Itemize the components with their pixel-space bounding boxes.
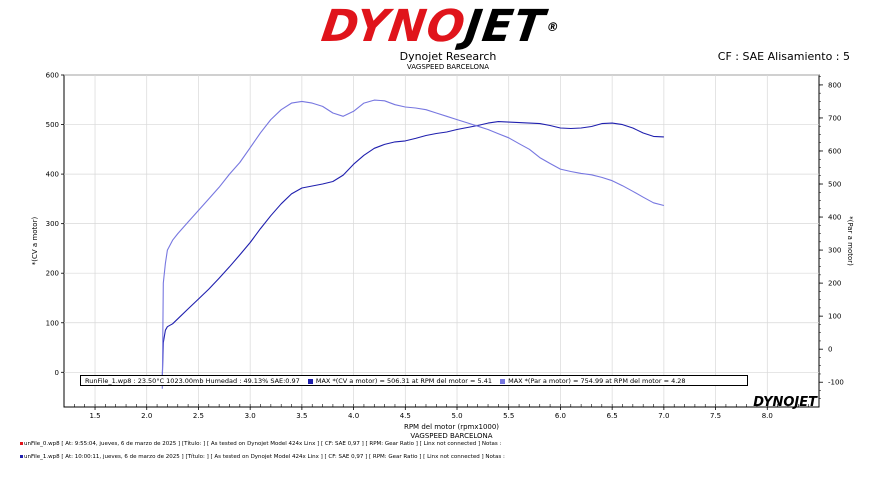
tick-label-y-right: 0 xyxy=(828,346,832,354)
tick-label-y-left: 600 xyxy=(46,72,59,80)
tick-label-y-left: 100 xyxy=(46,319,59,327)
legend-conditions: : 23.50°C 1023.00mb Humedad : 49.13% SAE… xyxy=(133,377,299,385)
legend-max-power: MAX *(CV a motor) = 506.31 at RPM del mo… xyxy=(316,377,492,385)
tick-label-x: 5.5 xyxy=(503,412,514,420)
tick-label-y-right: 200 xyxy=(828,280,841,288)
legend-max-torque: MAX *(Par a motor) = 754.99 at RPM del m… xyxy=(508,377,685,385)
tick-label-y-right: 400 xyxy=(828,214,841,222)
x-axis-sublabel: VAGSPEED BARCELONA xyxy=(410,432,492,440)
tick-label-x: 1.5 xyxy=(89,412,100,420)
tick-label-x: 3.5 xyxy=(296,412,307,420)
tick-label-x: 6.0 xyxy=(555,412,566,420)
chart-legend: RunFile_1.wp8 : 23.50°C 1023.00mb Humeda… xyxy=(80,375,748,386)
tick-label-x: 2.0 xyxy=(141,412,152,420)
tick-label-y-right: 800 xyxy=(828,81,841,89)
corner-logo: DYNOJET xyxy=(753,395,818,410)
footer-run1-text: unFile_1.wp8 [ At: 10:00:11, jueves, 6 d… xyxy=(24,454,505,460)
tick-label-y-left: 200 xyxy=(46,270,59,278)
tick-label-x: 2.5 xyxy=(193,412,204,420)
legend-torque-swatch xyxy=(500,379,505,384)
tick-label-y-right: -100 xyxy=(828,379,844,387)
tick-label-x: 8.0 xyxy=(762,412,773,420)
tick-label-x: 5.0 xyxy=(451,412,462,420)
tick-label-x: 3.0 xyxy=(245,412,256,420)
tick-label-x: 7.5 xyxy=(710,412,721,420)
tick-label-y-left: 400 xyxy=(46,171,59,179)
legend-runfile: RunFile_1.wp8 xyxy=(85,377,131,385)
y-axis-label-right: *(Par a motor) xyxy=(846,216,854,266)
tick-label-y-left: 300 xyxy=(46,220,59,228)
legend-power-swatch xyxy=(308,379,313,384)
tick-label-x: 4.5 xyxy=(400,412,411,420)
tick-label-y-right: 500 xyxy=(828,181,841,189)
footer-run0: unFile_0.wp8 [ At: 9:55:04, jueves, 6 de… xyxy=(20,441,501,447)
tick-label-x: 4.0 xyxy=(348,412,359,420)
tick-label-y-right: 300 xyxy=(828,247,841,255)
run1-marker-icon xyxy=(20,455,23,458)
y-axis-label-left: *(CV a motor) xyxy=(31,217,39,266)
x-axis-label: RPM del motor (rpmx1000) xyxy=(404,423,499,431)
tick-label-x: 6.5 xyxy=(607,412,618,420)
footer-run0-text: unFile_0.wp8 [ At: 9:55:04, jueves, 6 de… xyxy=(24,441,501,447)
tick-label-y-right: 600 xyxy=(828,147,841,155)
tick-label-x: 7.0 xyxy=(658,412,669,420)
tick-label-y-right: 700 xyxy=(828,114,841,122)
tick-label-y-left: 0 xyxy=(55,369,59,377)
run0-marker-icon xyxy=(20,442,23,445)
tick-label-y-right: 100 xyxy=(828,313,841,321)
footer-run1: unFile_1.wp8 [ At: 10:00:11, jueves, 6 d… xyxy=(20,454,505,460)
tick-label-y-left: 500 xyxy=(46,121,59,129)
